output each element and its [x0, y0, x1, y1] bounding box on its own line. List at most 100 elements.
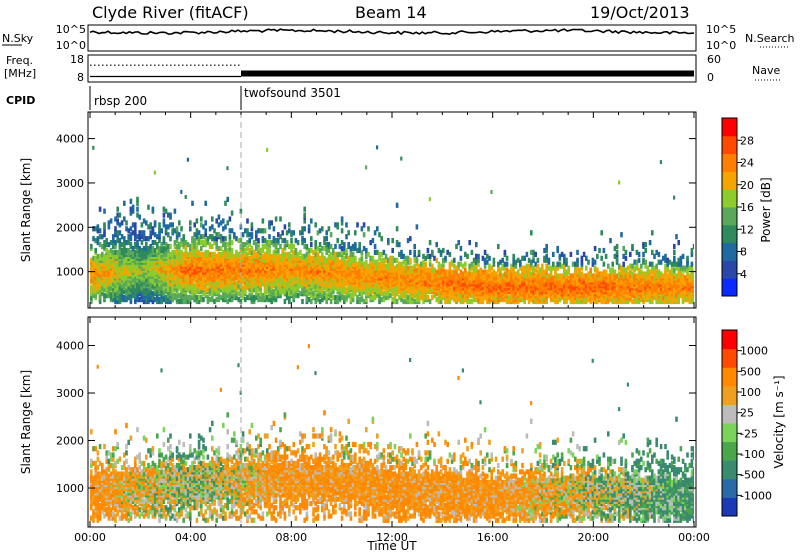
power-cell — [536, 263, 540, 269]
power-cell — [468, 271, 471, 277]
power-cell — [442, 257, 445, 263]
power-cell — [400, 289, 403, 295]
power-cell — [228, 216, 232, 222]
power-cell — [90, 257, 93, 263]
freq-series-band — [241, 70, 694, 77]
power-cell — [195, 289, 199, 295]
power-cell — [549, 265, 553, 271]
power-cell — [105, 238, 108, 244]
power-cell — [409, 236, 412, 242]
power-cell — [574, 269, 577, 275]
power-cell — [310, 283, 313, 289]
power-cell — [321, 257, 324, 263]
power-cell — [224, 224, 227, 230]
power-cell — [219, 295, 223, 301]
power-cell — [415, 267, 419, 273]
power-cell — [508, 298, 511, 305]
power-cell — [336, 238, 339, 244]
power-cell — [492, 298, 496, 305]
power-cell — [136, 200, 139, 206]
power-cell — [318, 298, 322, 305]
power-cell — [398, 265, 401, 271]
power-cell — [160, 242, 163, 248]
power-cell — [459, 261, 463, 267]
power-cell — [382, 257, 386, 263]
power-cell — [167, 251, 170, 257]
power-cell — [109, 291, 113, 297]
power-cell — [136, 212, 139, 218]
power-cell — [389, 293, 392, 299]
power-cell — [391, 265, 394, 271]
power-cell — [576, 297, 579, 303]
power-cell — [314, 251, 317, 257]
power-cell — [384, 253, 388, 259]
power-cell — [270, 297, 273, 303]
power-cell — [138, 234, 141, 240]
power-cell — [123, 200, 126, 206]
power-cell — [281, 238, 284, 244]
power-cell — [244, 297, 247, 303]
power-cell — [193, 247, 196, 254]
power-cell — [116, 212, 119, 218]
power-cell — [292, 295, 295, 301]
power-cell — [565, 257, 568, 263]
power-cell — [380, 289, 383, 295]
power-cell — [340, 249, 344, 255]
power-cell — [206, 236, 210, 242]
power-cell — [459, 245, 463, 252]
power-cell — [356, 261, 359, 267]
power-cell — [576, 265, 579, 271]
power-cell — [127, 234, 130, 240]
power-cell — [395, 263, 399, 269]
power-cell — [147, 293, 150, 299]
power-cell — [228, 228, 232, 234]
power-cell — [393, 257, 397, 263]
power-cell — [435, 297, 438, 303]
power-cell — [433, 255, 436, 261]
power-cell — [422, 259, 425, 265]
power-cell — [169, 243, 172, 250]
power-cell — [398, 242, 401, 248]
power-cell — [244, 251, 247, 257]
power-cell — [373, 287, 377, 293]
power-cell — [171, 293, 174, 299]
power-cell — [345, 259, 348, 265]
power-cell — [402, 265, 405, 271]
power-cell — [336, 251, 339, 257]
power-cell — [156, 295, 159, 301]
power-cell — [365, 259, 368, 265]
power-cell — [272, 226, 276, 232]
power-cell — [131, 230, 135, 236]
power-cell — [169, 251, 172, 257]
power-cell — [347, 255, 350, 261]
power-cell — [585, 273, 588, 279]
power-cell — [195, 232, 199, 238]
power-cell — [277, 247, 280, 254]
power-cell — [114, 240, 117, 246]
freq-left-tick-top: 18 — [70, 53, 84, 66]
power-cell — [369, 240, 372, 246]
power-cell — [241, 285, 245, 291]
power-cell — [211, 291, 214, 297]
freq-right-tick-top: 60 — [707, 53, 721, 66]
power-cell — [340, 216, 344, 222]
power-cell — [164, 287, 168, 293]
power-cell — [189, 289, 192, 295]
power-cell — [417, 249, 421, 255]
power-cell — [314, 222, 317, 228]
power-cell — [314, 293, 317, 299]
power-cell — [261, 243, 265, 250]
power-cell — [250, 245, 254, 252]
power-cell — [162, 245, 166, 252]
power-cell — [563, 263, 566, 269]
power-cell — [371, 289, 375, 295]
power-cell — [565, 269, 568, 275]
power-cell — [175, 234, 179, 240]
power-cell — [398, 261, 401, 267]
power-cell — [217, 232, 221, 238]
power-cell — [437, 269, 441, 275]
power-cell — [345, 295, 348, 301]
power-cell — [235, 285, 238, 291]
power-cell — [120, 242, 124, 248]
power-cell — [347, 289, 350, 295]
